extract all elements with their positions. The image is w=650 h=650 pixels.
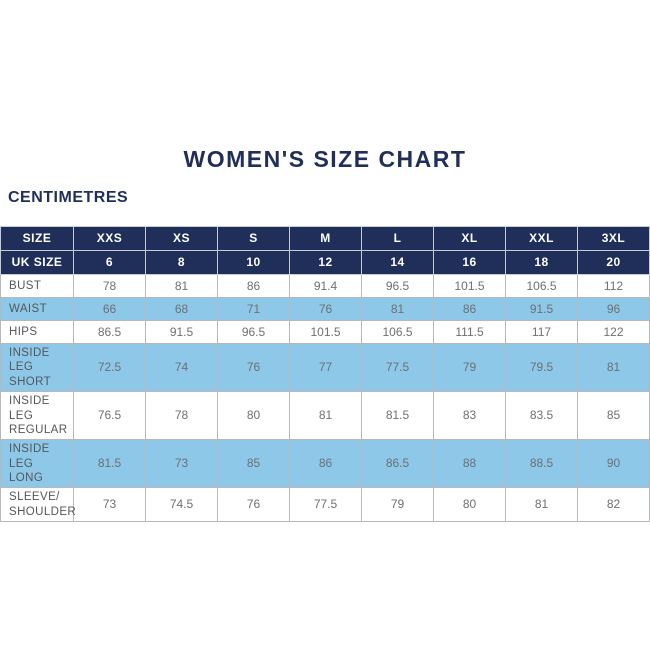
value-cell: 91.4 bbox=[289, 274, 362, 298]
page-title: WOMEN'S SIZE CHART bbox=[183, 146, 467, 172]
value-cell: 74 bbox=[145, 342, 218, 393]
value-cell: 73 bbox=[145, 439, 218, 489]
size-chart-table: SIZE XXS XS S M L XL XXL 3XL UK SIZE 6 8 10 12 14 16 18 2… bbox=[0, 226, 650, 523]
row-label: INSIDE LEG LONG bbox=[0, 439, 74, 489]
value-cell: 101.5 bbox=[289, 320, 362, 344]
header-cell: XXS bbox=[73, 226, 146, 251]
value-cell: 79 bbox=[361, 487, 434, 523]
row-label: HIPS bbox=[0, 320, 74, 344]
row-label: INSIDE LEG REGULAR bbox=[0, 391, 74, 441]
value-cell: 86 bbox=[289, 439, 362, 489]
value-cell: 81 bbox=[361, 297, 434, 321]
value-cell: 74.5 bbox=[145, 487, 218, 523]
value-cell: 81.5 bbox=[73, 439, 146, 489]
value-cell: 81 bbox=[505, 487, 578, 523]
value-cell: 81 bbox=[577, 342, 650, 393]
header-row-uk-size: UK SIZE 6 8 10 12 14 16 18 20 bbox=[0, 250, 650, 275]
value-cell: 76.5 bbox=[73, 391, 146, 441]
header-cell: 16 bbox=[433, 250, 506, 275]
value-cell: 85 bbox=[217, 439, 290, 489]
value-cell: 71 bbox=[217, 297, 290, 321]
value-cell: 76 bbox=[217, 487, 290, 523]
value-cell: 77 bbox=[289, 342, 362, 393]
size-chart-body: BUST 78 81 86 91.4 96.5 101.5 106.5 112 WAIST 66 68… bbox=[0, 274, 650, 523]
header-cell: XXL bbox=[505, 226, 578, 251]
header-row-size: SIZE XXS XS S M L XL XXL 3XL bbox=[0, 226, 650, 251]
value-cell: 80 bbox=[217, 391, 290, 441]
header-cell: S bbox=[217, 226, 290, 251]
table-row-bust: BUST 78 81 86 91.4 96.5 101.5 106.5 112 bbox=[0, 274, 650, 298]
value-cell: 122 bbox=[577, 320, 650, 344]
value-cell: 81 bbox=[289, 391, 362, 441]
unit-label: CENTIMETRES bbox=[8, 189, 129, 206]
value-cell: 106.5 bbox=[505, 274, 578, 298]
header-label: UK SIZE bbox=[0, 250, 74, 275]
value-cell: 68 bbox=[145, 297, 218, 321]
table-row-inside-leg-short: INSIDE LEG SHORT 72.5 74 76 77 77.5 79 79.5 81 bbox=[0, 342, 650, 393]
value-cell: 117 bbox=[505, 320, 578, 344]
value-cell: 96 bbox=[577, 297, 650, 321]
header-cell: 3XL bbox=[577, 226, 650, 251]
value-cell: 96.5 bbox=[361, 274, 434, 298]
header-cell: 20 bbox=[577, 250, 650, 275]
header-cell: 14 bbox=[361, 250, 434, 275]
header-cell: 8 bbox=[145, 250, 218, 275]
value-cell: 111.5 bbox=[433, 320, 506, 344]
size-chart-header: SIZE XXS XS S M L XL XXL 3XL UK SIZE 6 8 10 12 14 16 18 2… bbox=[0, 226, 650, 275]
value-cell: 91.5 bbox=[505, 297, 578, 321]
value-cell: 85 bbox=[577, 391, 650, 441]
value-cell: 101.5 bbox=[433, 274, 506, 298]
value-cell: 83.5 bbox=[505, 391, 578, 441]
value-cell: 79 bbox=[433, 342, 506, 393]
value-cell: 90 bbox=[577, 439, 650, 489]
header-cell: XL bbox=[433, 226, 506, 251]
header-cell: 6 bbox=[73, 250, 146, 275]
table-row-inside-leg-long: INSIDE LEG LONG 81.5 73 85 86 86.5 88 88.5 90 bbox=[0, 439, 650, 489]
value-cell: 66 bbox=[73, 297, 146, 321]
value-cell: 78 bbox=[73, 274, 146, 298]
value-cell: 73 bbox=[73, 487, 146, 523]
value-cell: 86.5 bbox=[361, 439, 434, 489]
value-cell: 76 bbox=[289, 297, 362, 321]
value-cell: 88 bbox=[433, 439, 506, 489]
value-cell: 86 bbox=[217, 274, 290, 298]
row-label: BUST bbox=[0, 274, 74, 298]
value-cell: 72.5 bbox=[73, 342, 146, 393]
value-cell: 88.5 bbox=[505, 439, 578, 489]
value-cell: 78 bbox=[145, 391, 218, 441]
value-cell: 86 bbox=[433, 297, 506, 321]
value-cell: 91.5 bbox=[145, 320, 218, 344]
value-cell: 86.5 bbox=[73, 320, 146, 344]
table-row-sleeve-shoulder: SLEEVE/ SHOULDER 73 74.5 76 77.5 79 80 81 82 bbox=[0, 487, 650, 523]
value-cell: 82 bbox=[577, 487, 650, 523]
value-cell: 106.5 bbox=[361, 320, 434, 344]
value-cell: 81.5 bbox=[361, 391, 434, 441]
header-cell: M bbox=[289, 226, 362, 251]
value-cell: 77.5 bbox=[289, 487, 362, 523]
value-cell: 112 bbox=[577, 274, 650, 298]
table-row-hips: HIPS 86.5 91.5 96.5 101.5 106.5 111.5 117 122 bbox=[0, 320, 650, 344]
table-row-waist: WAIST 66 68 71 76 81 86 91.5 96 bbox=[0, 297, 650, 321]
value-cell: 83 bbox=[433, 391, 506, 441]
value-cell: 79.5 bbox=[505, 342, 578, 393]
row-label: SLEEVE/ SHOULDER bbox=[0, 487, 76, 523]
value-cell: 96.5 bbox=[217, 320, 290, 344]
header-cell: 10 bbox=[217, 250, 290, 275]
table-row-inside-leg-regular: INSIDE LEG REGULAR 76.5 78 80 81 81.5 83 83.5 85 bbox=[0, 391, 650, 441]
header-label: SIZE bbox=[0, 226, 74, 251]
value-cell: 80 bbox=[433, 487, 506, 523]
header-cell: L bbox=[361, 226, 434, 251]
value-cell: 76 bbox=[217, 342, 290, 393]
header-cell: XS bbox=[145, 226, 218, 251]
row-label: INSIDE LEG SHORT bbox=[0, 342, 74, 393]
value-cell: 77.5 bbox=[361, 342, 434, 393]
value-cell: 81 bbox=[145, 274, 218, 298]
row-label: WAIST bbox=[0, 297, 74, 321]
header-cell: 18 bbox=[505, 250, 578, 275]
header-cell: 12 bbox=[289, 250, 362, 275]
